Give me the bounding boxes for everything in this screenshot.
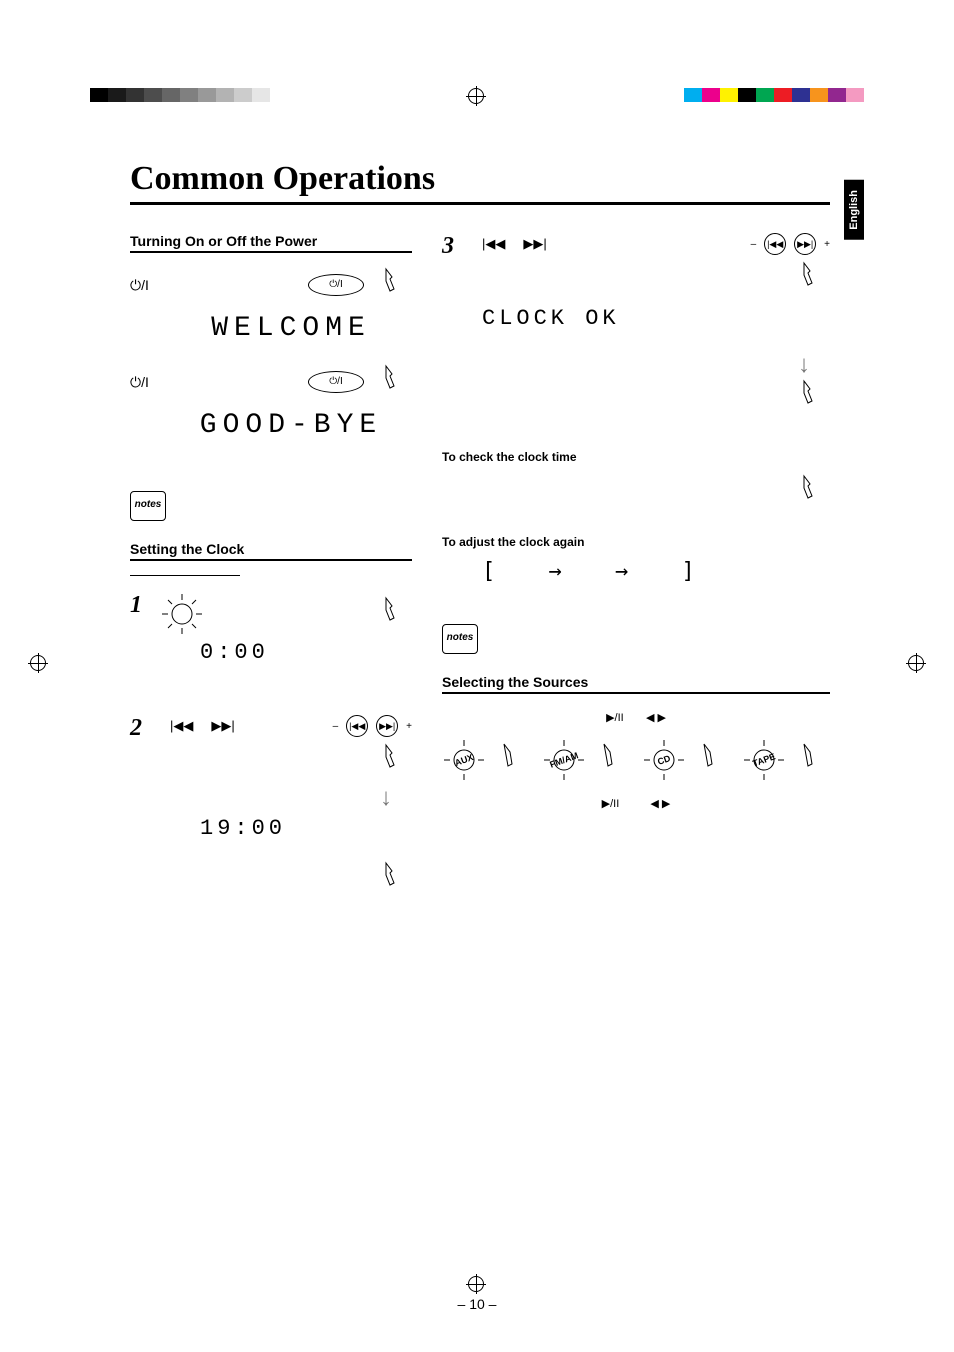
play-pause-icon: ▶/II [606,712,624,724]
section-power-heading: Turning On or Off the Power [130,233,412,253]
lcd-welcome: WELCOME [170,313,412,344]
lcd-goodbye: GOOD-BYE [170,410,412,441]
lcd-step1: 0:00 [200,640,412,665]
arrow-down-icon: ↓ [180,784,392,812]
skip-next-icon: ▶▶| [211,718,234,734]
step-number-2: 2 [130,715,160,742]
skip-prev-button[interactable]: |◀◀ [764,233,786,255]
power-icon: ⏻/I [130,277,149,294]
registration-mark-bottom [468,1276,484,1292]
skip-next-button[interactable]: ▶▶| [376,715,398,737]
notes-icon: notes [130,491,166,521]
rev-fwd-icon: ◀ ▶ [646,712,666,724]
left-column: Turning On or Off the Power ⏻/I ⏻/I WELC… [130,233,412,932]
language-tab: English [844,180,864,240]
hand-pointer-icon [798,474,830,510]
hand-pointer-icon [380,743,412,779]
hand-pointer-icon [380,861,412,897]
skip-prev-icon: |◀◀ [170,718,193,734]
registration-mark-right [908,655,924,671]
step-number-3: 3 [442,233,472,260]
power-button[interactable]: ⏻/I [308,371,364,393]
hand-pointer-icon [380,267,412,303]
hand-pointer-icon [798,379,830,415]
hand-pointer-icon [380,364,412,400]
skip-prev-icon: |◀◀ [482,236,505,252]
lcd-step3: CLOCK OK [482,306,830,331]
adjust-clock-heading: To adjust the clock again [442,535,830,549]
skip-next-icon: ▶▶| [523,236,546,252]
plus-label: + [824,239,830,250]
page-title: Common Operations [130,160,830,205]
section-sources-heading: Selecting the Sources [442,674,830,694]
right-column: 3 |◀◀ ▶▶| – |◀◀ ▶▶| + [442,233,830,932]
adjust-sequence-brackets: [ → → ] [482,559,830,584]
hand-pointer-icon [498,742,530,778]
lcd-step2: 19:00 [200,816,412,841]
color-calibration-bar [684,88,864,102]
section-clock-heading: Setting the Clock [130,541,412,561]
notes-icon: notes [442,624,478,654]
source-fmam-button[interactable]: FM/AM [542,738,586,782]
hand-pointer-icon [798,742,830,778]
source-tape-button[interactable]: TAPE [742,738,786,782]
play-pause-icon: ▶/II [602,798,620,810]
registration-mark-left [30,655,46,671]
check-clock-heading: To check the clock time [442,450,830,464]
step-number-1: 1 [130,592,160,619]
hand-pointer-icon [598,742,630,778]
plus-label: + [406,721,412,732]
rev-fwd-icon: ◀ ▶ [650,798,670,810]
registration-mark-top [468,88,484,104]
source-cd-button[interactable]: CD [642,738,686,782]
grayscale-calibration-bar [90,88,270,102]
power-icon: ⏻/I [130,374,149,391]
skip-next-button[interactable]: ▶▶| [794,233,816,255]
arrow-down-icon: ↓ [492,351,810,379]
hand-pointer-icon [380,596,412,632]
skip-prev-button[interactable]: |◀◀ [346,715,368,737]
subsection-underline [130,575,240,576]
power-button[interactable]: ⏻/I [308,274,364,296]
clock-button[interactable] [160,592,204,636]
minus-label: – [751,239,757,250]
hand-pointer-icon [798,261,830,297]
hand-pointer-icon [698,742,730,778]
source-aux-button[interactable]: AUX [442,738,486,782]
minus-label: – [333,721,339,732]
page-number: – 10 – [0,1296,954,1312]
